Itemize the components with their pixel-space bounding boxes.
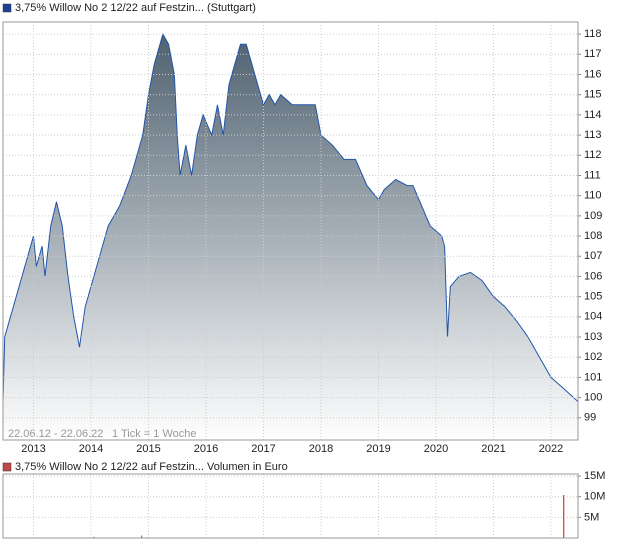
y-tick-label: 102 (584, 351, 602, 363)
x-tick-label: 2014 (79, 443, 103, 455)
y-tick-label: 114 (584, 109, 602, 121)
legend-label: 3,75% Willow No 2 12/22 auf Festzin... (… (15, 2, 256, 14)
plot-frame (2, 473, 579, 539)
y-tick-label: 110 (584, 190, 602, 202)
legend-label: 3,75% Willow No 2 12/22 auf Festzin... V… (15, 461, 288, 473)
plot-frame (2, 21, 579, 441)
x-tick-label: 2022 (539, 443, 563, 455)
y-tick-label: 112 (584, 149, 602, 161)
y-tick-label: 5M (584, 511, 599, 523)
y-tick-label: 107 (584, 250, 602, 262)
price-line (2, 32, 579, 403)
y-tick-label: 108 (584, 230, 602, 242)
date-range: 22.06.12 - 22.06.22 (8, 428, 103, 440)
volume-bar (93, 536, 95, 538)
x-tick-label: 2018 (309, 443, 333, 455)
price-area (3, 34, 578, 441)
y-tick-label: 111 (584, 169, 601, 181)
tick-note: 1 Tick = 1 Woche (112, 428, 196, 440)
x-tick-label: 2021 (481, 443, 505, 455)
volume-bar (563, 495, 565, 538)
x-tick-label: 2013 (21, 443, 45, 455)
y-tick-label: 116 (584, 68, 602, 80)
x-tick-label: 2015 (136, 443, 160, 455)
y-tick-label: 10M (584, 491, 605, 503)
y-tick-label: 115 (584, 89, 602, 101)
y-tick-label: 103 (584, 331, 602, 343)
y-tick-label: 113 (584, 129, 602, 141)
y-tick-label: 15M (584, 470, 605, 482)
legend-swatch (2, 3, 12, 13)
y-tick-label: 99 (584, 412, 596, 424)
volume-bar (141, 535, 143, 538)
legend-swatch (2, 462, 12, 472)
y-tick-label: 105 (584, 291, 602, 303)
y-tick-label: 104 (584, 311, 602, 323)
y-tick-label: 101 (584, 371, 602, 383)
y-tick-label: 109 (584, 210, 602, 222)
x-tick-label: 2019 (366, 443, 390, 455)
x-tick-label: 2020 (424, 443, 448, 455)
x-tick-label: 2017 (251, 443, 275, 455)
y-tick-label: 117 (584, 48, 602, 60)
x-tick-label: 2016 (194, 443, 218, 455)
y-tick-label: 118 (584, 28, 602, 40)
y-tick-label: 100 (584, 392, 602, 404)
y-tick-label: 106 (584, 270, 602, 282)
